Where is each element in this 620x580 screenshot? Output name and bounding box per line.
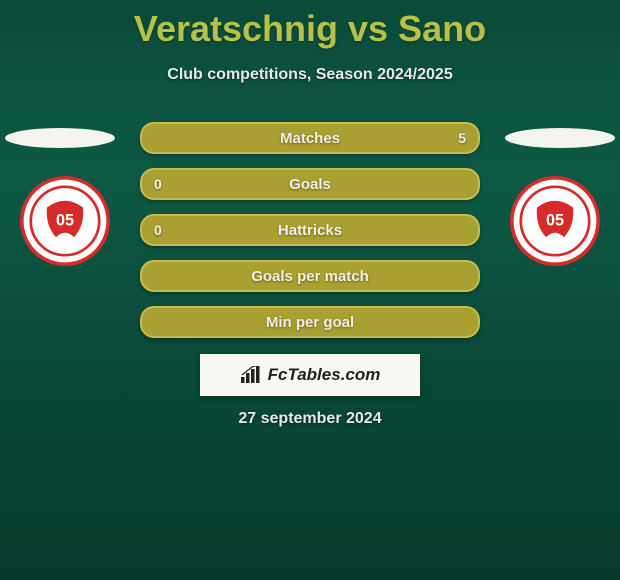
club-badge-left: 05 — [20, 176, 110, 266]
mainz-badge-icon: 05 — [510, 176, 600, 266]
stat-row-min-per-goal: Min per goal — [140, 306, 480, 338]
stat-row-goals: 0 Goals — [140, 168, 480, 200]
stat-right-value: 5 — [458, 130, 466, 146]
player-photo-placeholder-left — [5, 128, 115, 148]
player-photo-placeholder-right — [505, 128, 615, 148]
stat-left-value: 0 — [154, 222, 162, 238]
chart-icon — [240, 366, 262, 384]
stat-label: Goals per match — [142, 268, 478, 285]
stat-row-hattricks: 0 Hattricks — [140, 214, 480, 246]
page-title: Veratschnig vs Sano — [0, 0, 620, 50]
branding-text: FcTables.com — [268, 365, 381, 385]
stats-container: Matches 5 0 Goals 0 Hattricks Goals per … — [140, 122, 480, 352]
stat-left-value: 0 — [154, 176, 162, 192]
club-badge-right: 05 — [510, 176, 600, 266]
mainz-badge-icon: 05 — [20, 176, 110, 266]
svg-text:05: 05 — [546, 212, 564, 230]
subtitle: Club competitions, Season 2024/2025 — [0, 66, 620, 84]
stat-label: Hattricks — [142, 222, 478, 239]
stat-label: Matches — [142, 130, 478, 147]
stat-row-matches: Matches 5 — [140, 122, 480, 154]
stat-row-goals-per-match: Goals per match — [140, 260, 480, 292]
branding-box[interactable]: FcTables.com — [200, 354, 420, 396]
stat-label: Goals — [142, 176, 478, 193]
date-label: 27 september 2024 — [0, 410, 620, 428]
stat-label: Min per goal — [142, 314, 478, 331]
svg-text:05: 05 — [56, 212, 74, 230]
